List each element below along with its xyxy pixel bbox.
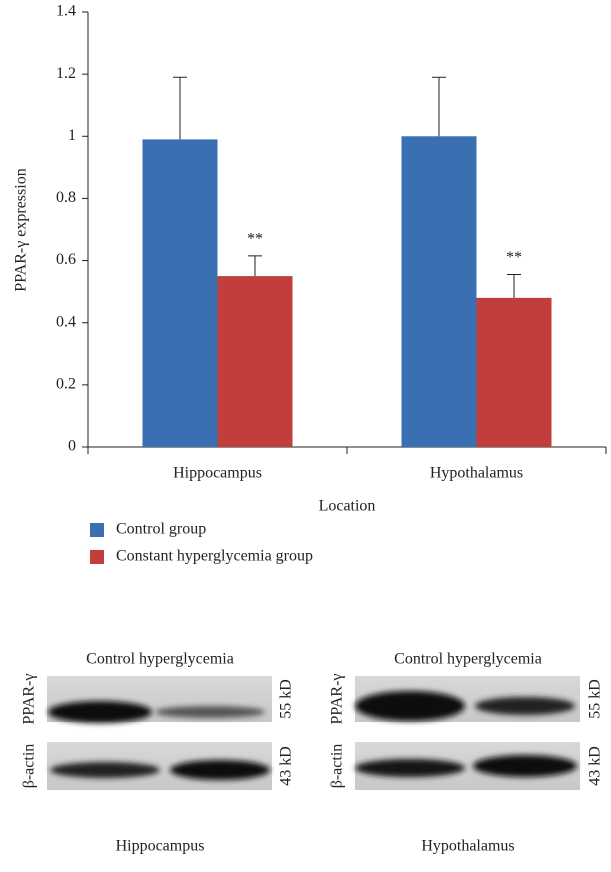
band: [170, 760, 270, 780]
blot-caption: Hypothalamus: [421, 838, 514, 855]
band: [48, 701, 152, 723]
y-tick-label: 0: [68, 438, 76, 455]
blot-header: Control hyperglycemia: [86, 651, 234, 668]
x-tick-label: Hippocampus: [173, 465, 262, 482]
blot-header: Control hyperglycemia: [394, 651, 542, 668]
error-bar: [248, 255, 262, 277]
y-tick-label: 1.2: [56, 65, 76, 82]
y-tick-label: 1: [68, 127, 76, 144]
band: [50, 762, 160, 778]
blot-size: 43 kD: [587, 746, 604, 786]
significance: **: [247, 231, 263, 248]
band: [355, 691, 465, 721]
blot-size: 55 kD: [278, 679, 295, 719]
x-tick-label: Hypothalamus: [430, 465, 523, 482]
blot-size: 43 kD: [278, 746, 295, 786]
blot-size: 55 kD: [587, 679, 604, 719]
x-axis-label: Location: [319, 498, 376, 515]
blot-label: PPAR-γ: [329, 674, 346, 725]
y-tick-label: 1.4: [56, 3, 76, 20]
blot-label: β-actin: [329, 744, 346, 789]
legend-swatch: [90, 523, 104, 537]
y-tick-label: 0.8: [56, 189, 76, 206]
blot-label: β-actin: [21, 744, 38, 789]
band: [473, 755, 577, 777]
error-bar: [173, 76, 187, 140]
legend-swatch: [90, 550, 104, 564]
error-bar: [432, 76, 446, 137]
legend-label: Constant hyperglycemia group: [116, 548, 313, 565]
band: [155, 706, 265, 718]
y-axis-label: PPAR-γ expression: [13, 168, 30, 291]
bar: [401, 136, 477, 448]
blot-label: PPAR-γ: [21, 674, 38, 725]
bar: [476, 297, 552, 447]
error-bar: [507, 274, 521, 298]
y-tick-label: 0.2: [56, 376, 76, 393]
band: [475, 697, 575, 715]
blot-caption: Hippocampus: [116, 838, 205, 855]
significance: **: [506, 249, 522, 266]
legend-label: Control group: [116, 521, 206, 538]
bar: [142, 139, 218, 447]
band: [355, 759, 465, 777]
y-tick-label: 0.6: [56, 251, 76, 268]
y-tick-label: 0.4: [56, 313, 76, 330]
bar: [217, 276, 293, 447]
